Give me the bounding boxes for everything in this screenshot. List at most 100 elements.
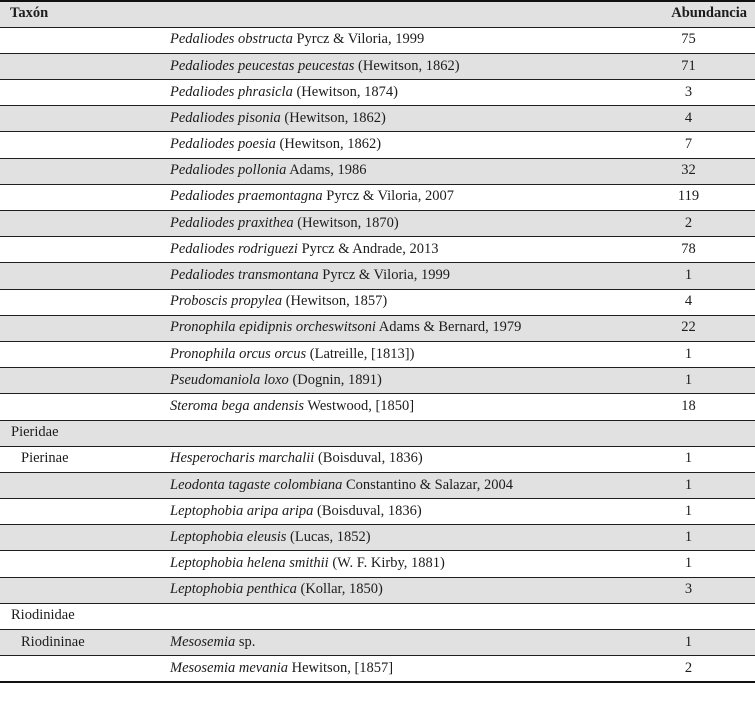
taxon-group-cell xyxy=(0,79,162,107)
table-row: Pedaliodes rodriguezi Pyrcz & Andrade, 2… xyxy=(0,236,755,264)
taxon-group-cell xyxy=(0,158,162,185)
table-row: Pedaliodes transmontana Pyrcz & Viloria,… xyxy=(0,262,755,290)
abundance-cell: 4 xyxy=(622,105,755,133)
taxon-group-cell: Pieridae xyxy=(0,420,162,447)
species-author: Pyrcz & Viloria, 2007 xyxy=(322,188,454,205)
table-row: Pseudomaniola loxo (Dognin, 1891) 1 xyxy=(0,367,755,395)
abundance-cell: 1 xyxy=(622,472,755,500)
species-cell: Steroma bega andensis Westwood, [1850] xyxy=(162,393,622,421)
species-name: Leodonta tagaste colombiana xyxy=(170,476,343,493)
species-cell: Leptophobia helena smithii (W. F. Kirby,… xyxy=(162,550,622,578)
abundance-cell: 2 xyxy=(622,655,755,683)
species-cell: Mesosemia sp. xyxy=(162,629,622,657)
species-cell: Pedaliodes peucestas peucestas (Hewitson… xyxy=(162,53,622,81)
abundance-cell: 4 xyxy=(622,289,755,316)
species-author: (Hewitson, 1862) xyxy=(280,109,386,126)
table-row: Pedaliodes poesia (Hewitson, 1862) 7 xyxy=(0,131,755,159)
abundance-cell: 1 xyxy=(622,524,755,552)
species-author: Westwood, [1850] xyxy=(303,397,415,414)
taxon-group-cell xyxy=(0,367,162,395)
table-row: Pedaliodes peucestas peucestas (Hewitson… xyxy=(0,53,755,81)
abundance-cell: 71 xyxy=(622,53,755,81)
species-name: Pedaliodes peucestas peucestas xyxy=(170,57,355,74)
species-author: Hewitson, [1857] xyxy=(287,659,394,676)
species-name: Leptophobia helena smithii xyxy=(170,555,329,572)
table-row: Riodininae Mesosemia sp. 1 xyxy=(0,629,755,657)
abundance-cell: 3 xyxy=(622,577,755,604)
table-row: Pedaliodes obstructa Pyrcz & Viloria, 19… xyxy=(0,27,755,54)
species-author: (Kollar, 1850) xyxy=(296,581,383,598)
species-cell: Pedaliodes rodriguezi Pyrcz & Andrade, 2… xyxy=(162,236,622,264)
species-author: (Latreille, [1813]) xyxy=(306,345,415,362)
abundance-cell: 2 xyxy=(622,210,755,238)
species-cell: Pedaliodes pisonia (Hewitson, 1862) xyxy=(162,105,622,133)
species-cell: Hesperocharis marchalii (Boisduval, 1836… xyxy=(162,446,622,473)
taxon-group-cell xyxy=(0,236,162,264)
abundance-cell xyxy=(622,420,755,447)
species-cell: Leptophobia aripa aripa (Boisduval, 1836… xyxy=(162,498,622,526)
abundance-cell: 75 xyxy=(622,27,755,54)
abundance-cell xyxy=(622,603,755,631)
species-cell: Proboscis propylea (Hewitson, 1857) xyxy=(162,289,622,316)
species-name: Pedaliodes transmontana xyxy=(170,267,319,283)
species-author: (Boisduval, 1836) xyxy=(313,502,422,519)
species-author: (W. F. Kirby, 1881) xyxy=(328,555,445,572)
species-cell: Leptophobia eleusis (Lucas, 1852) xyxy=(162,524,622,552)
abundance-cell: 1 xyxy=(622,262,755,290)
species-author: (Boisduval, 1836) xyxy=(314,450,423,467)
abundance-cell: 119 xyxy=(622,184,755,212)
taxon-group-cell: Pierinae xyxy=(0,446,162,473)
taxon-group-cell xyxy=(0,341,162,369)
table-row: Pronophila orcus orcus (Latreille, [1813… xyxy=(0,341,755,369)
taxon-group-cell xyxy=(0,655,162,683)
column-header-taxon: Taxón xyxy=(0,1,622,28)
taxon-group-cell xyxy=(0,577,162,604)
species-author: Adams & Bernard, 1979 xyxy=(375,319,522,336)
table-row: Mesosemia mevania Hewitson, [1857] 2 xyxy=(0,655,755,683)
table-row: Riodinidae xyxy=(0,603,755,631)
species-name: Pedaliodes praemontagna xyxy=(170,188,323,205)
table-row: Leptophobia penthica (Kollar, 1850) 3 xyxy=(0,577,755,604)
species-author: (Lucas, 1852) xyxy=(286,528,371,545)
species-name: Proboscis propylea xyxy=(170,293,283,310)
abundance-cell: 1 xyxy=(622,341,755,369)
table-row: Proboscis propylea (Hewitson, 1857) 4 xyxy=(0,289,755,316)
taxon-group-cell xyxy=(0,315,162,342)
abundance-cell: 7 xyxy=(622,131,755,159)
abundance-cell: 1 xyxy=(622,629,755,657)
taxon-group-cell xyxy=(0,393,162,421)
abundance-cell: 22 xyxy=(622,315,755,342)
taxon-group-cell xyxy=(0,53,162,81)
species-name: Pedaliodes praxithea xyxy=(170,214,294,231)
species-cell: Pedaliodes poesia (Hewitson, 1862) xyxy=(162,131,622,159)
abundance-cell: 32 xyxy=(622,158,755,185)
species-cell: Pronophila epidipnis orcheswitsoni Adams… xyxy=(162,315,622,342)
species-cell: Pronophila orcus orcus (Latreille, [1813… xyxy=(162,341,622,369)
species-name: Pronophila epidipnis orcheswitsoni xyxy=(170,319,376,336)
species-name: Mesosemia mevania xyxy=(170,659,288,676)
species-author: (Dognin, 1891) xyxy=(288,371,382,388)
abundance-cell: 3 xyxy=(622,79,755,107)
taxon-group-cell xyxy=(0,184,162,212)
species-name: Pronophila orcus orcus xyxy=(170,345,307,362)
species-name: Leptophobia aripa aripa xyxy=(170,502,314,519)
taxa-abundance-table: Taxón Abundancia Pedaliodes obstructa Py… xyxy=(0,0,755,683)
table-body: Pedaliodes obstructa Pyrcz & Viloria, 19… xyxy=(0,27,755,683)
table-row: Leodonta tagaste colombiana Constantino … xyxy=(0,472,755,500)
species-cell: Pedaliodes phrasicla (Hewitson, 1874) xyxy=(162,79,622,107)
species-name: Hesperocharis marchalii xyxy=(170,450,315,467)
species-name: Pedaliodes obstructa xyxy=(170,31,293,48)
taxon-group-cell: Riodinidae xyxy=(0,603,162,631)
species-author: Constantino & Salazar, 2004 xyxy=(342,476,513,493)
taxon-group-cell: Riodininae xyxy=(0,629,162,657)
abundance-cell: 18 xyxy=(622,393,755,421)
species-author: (Hewitson, 1874) xyxy=(292,83,398,100)
abundance-cell: 1 xyxy=(622,446,755,473)
species-author: Pyrcz & Viloria, 1999 xyxy=(318,267,450,283)
abundance-cell: 78 xyxy=(622,236,755,264)
table-row: Pierinae Hesperocharis marchalii (Boisdu… xyxy=(0,446,755,473)
taxon-group-cell xyxy=(0,524,162,552)
taxon-group-cell xyxy=(0,472,162,500)
column-header-abundance: Abundancia xyxy=(622,1,755,28)
